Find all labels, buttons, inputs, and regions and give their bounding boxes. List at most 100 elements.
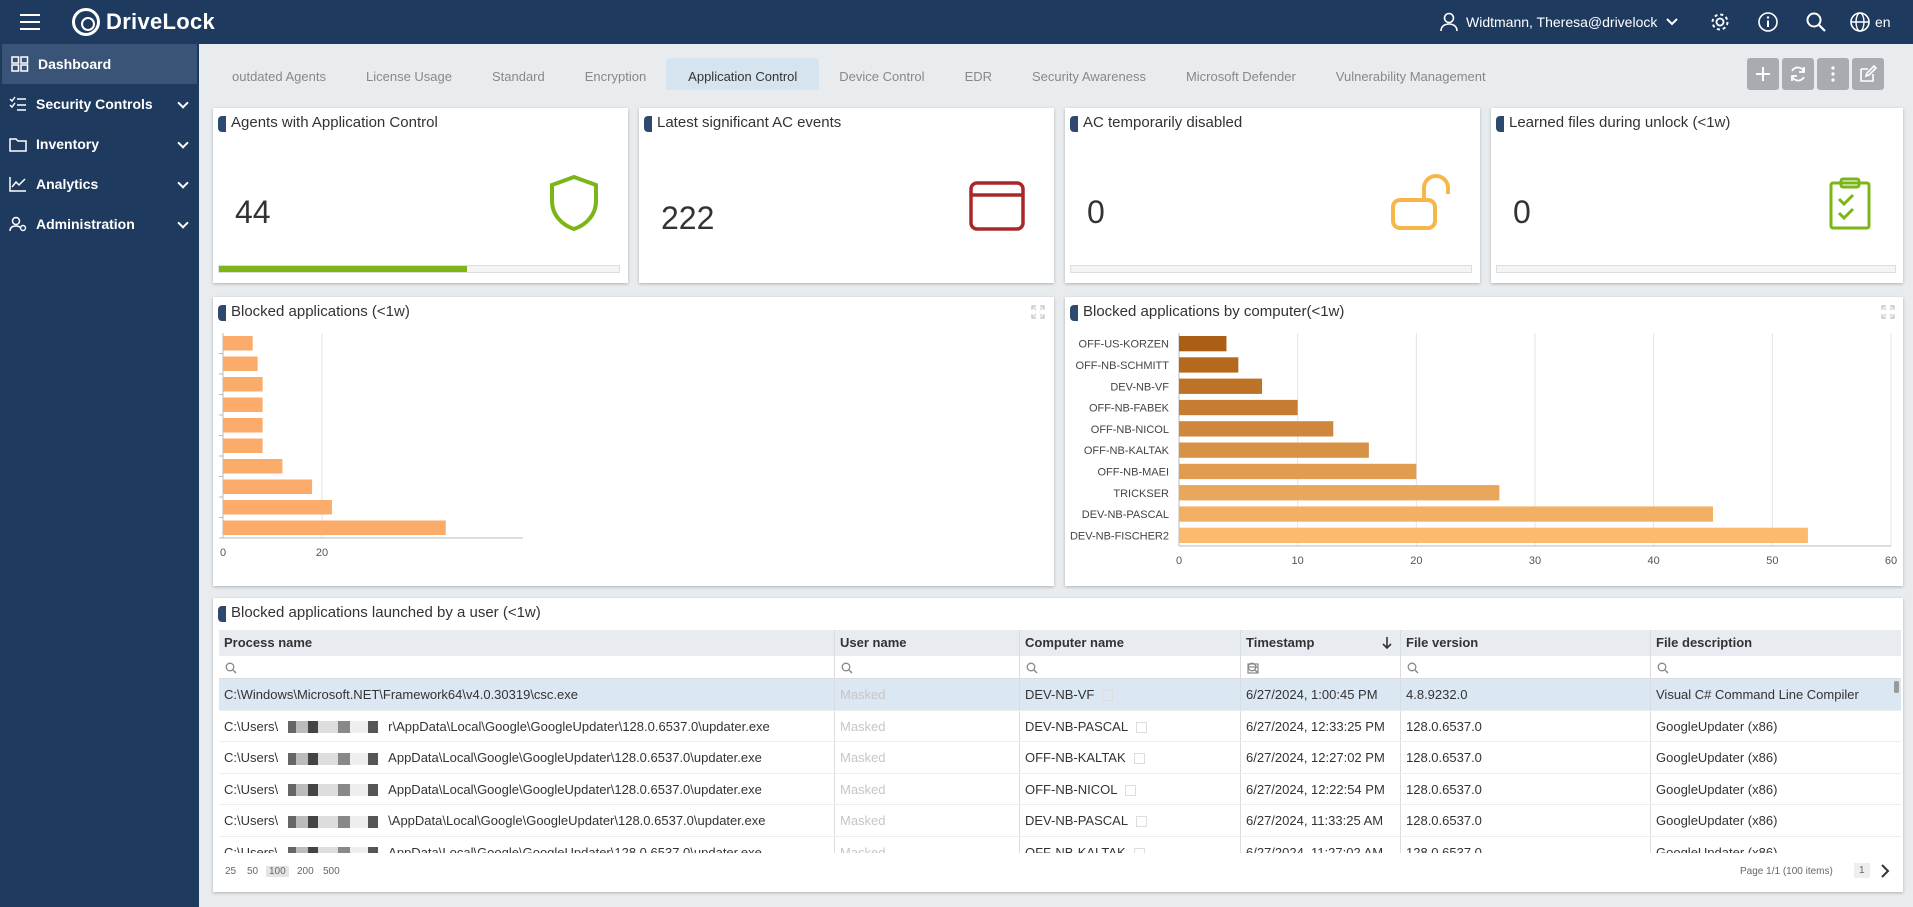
bar [223,398,263,413]
user-menu[interactable]: Widtmann, Theresa@drivelock [1440,12,1679,32]
cell-process-name-text: C:\Users\ [224,845,278,854]
cell-user-name-text: Masked [840,845,886,854]
filter-process-name[interactable] [219,656,835,678]
bar [223,500,332,515]
y-category-label: DEV-NB-PASCAL [1082,509,1169,521]
plus-icon [1754,65,1772,83]
checklist-icon [9,96,27,112]
page-size-50[interactable]: 50 [244,866,261,877]
filter-file-version[interactable] [1401,656,1651,678]
cell-timestamp: 6/27/2024, 12:22:54 PM [1241,774,1401,805]
language-label: en [1875,14,1891,30]
tab-vulnerability-management[interactable]: Vulnerability Management [1316,58,1506,90]
tab-edr[interactable]: EDR [945,58,1012,90]
refresh-button[interactable] [1782,58,1814,90]
cell-file-version-text: 4.8.9232.0 [1406,687,1467,702]
cell-file-version-text: 128.0.6537.0 [1406,782,1482,797]
cell-process-name: C:\Windows\Microsoft.NET\Framework64\v4.… [219,679,835,710]
sidebar-item-security-controls[interactable]: Security Controls [0,84,199,124]
tab-outdated-agents[interactable]: outdated Agents [212,58,346,90]
table-row[interactable]: C:\Windows\Microsoft.NET\Framework64\v4.… [219,679,1901,711]
page-info: Page 1/1 (100 items) [1740,866,1833,877]
tab-standard[interactable]: Standard [472,58,565,90]
filter-timestamp[interactable] [1241,656,1401,678]
page-size-100[interactable]: 100 [266,866,289,877]
clipboard-check-icon [1828,177,1872,231]
page-size-200[interactable]: 200 [294,866,317,877]
cell-process-name-text: C:\Users\ [224,813,278,828]
chart-card-blocked-by-computer: Blocked applications by computer(<1w) 01… [1065,297,1903,586]
bar [223,336,253,351]
search-icon[interactable] [1805,11,1827,33]
cell-computer-name-text: OFF-NB-NICOL [1025,782,1117,797]
cell-computer-name: DEV-NB-PASCAL [1020,805,1241,836]
x-tick-label: 10 [1292,555,1304,567]
cell-computer-name: OFF-NB-KALTAK [1020,742,1241,773]
calendar-icon[interactable] [1247,662,1259,674]
tab-microsoft-defender[interactable]: Microsoft Defender [1166,58,1316,90]
sidebar-item-inventory[interactable]: Inventory [0,124,199,164]
cell-file-description-text: GoogleUpdater (x86) [1656,782,1777,797]
tab-device-control[interactable]: Device Control [819,58,944,90]
column-header-file-description[interactable]: File description [1651,630,1901,656]
table-row[interactable]: C:\Users\ r\AppData\Local\Google\GoogleUp… [219,711,1901,743]
column-header-user-name[interactable]: User name [835,630,1020,656]
y-category-label: OFF-US-KORZEN [1079,339,1169,351]
bar [1179,357,1238,372]
table-row[interactable]: C:\Users\ \AppData\Local\Google\GoogleUpd… [219,805,1901,837]
filter-user-name[interactable] [835,656,1020,678]
table-row[interactable]: C:\Users\ AppData\Local\Google\GoogleUpda… [219,837,1901,854]
table-row[interactable]: C:\Users\ AppData\Local\Google\GoogleUpda… [219,774,1901,806]
add-widget-button[interactable] [1747,58,1779,90]
external-link-icon[interactable] [1134,848,1145,853]
sidebar-item-analytics[interactable]: Analytics [0,164,199,204]
cell-process-name-text: C:\Windows\Microsoft.NET\Framework64\v4.… [224,687,578,702]
gear-icon[interactable] [1709,11,1731,33]
column-header-process-name[interactable]: Process name [219,630,835,656]
cell-computer-name: OFF-NB-NICOL [1020,774,1241,805]
column-header-timestamp[interactable]: Timestamp [1241,630,1401,656]
cell-file-version-text: 128.0.6537.0 [1406,750,1482,765]
tab-application-control[interactable]: Application Control [666,58,819,90]
info-icon[interactable] [1757,11,1779,33]
external-link-icon[interactable] [1102,690,1113,701]
page-size-500[interactable]: 500 [320,866,343,877]
column-header-file-version[interactable]: File version [1401,630,1651,656]
tab-license-usage[interactable]: License Usage [346,58,472,90]
language-selector[interactable]: en [1849,11,1891,33]
cell-user-name: Masked [835,679,1020,710]
table-row[interactable]: C:\Users\ AppData\Local\Google\GoogleUpda… [219,742,1901,774]
external-link-icon[interactable] [1136,816,1147,827]
column-header-computer-name[interactable]: Computer name [1020,630,1241,656]
sidebar-item-dashboard[interactable]: Dashboard [2,44,197,84]
page-size-25[interactable]: 25 [222,866,239,877]
tab-encryption[interactable]: Encryption [565,58,666,90]
bar [1179,400,1298,415]
menu-icon[interactable] [20,14,40,30]
kpi-card-learned-files: Learned files during unlock (<1w) 0 [1491,108,1903,283]
redacted-username [278,847,388,853]
bar [223,521,446,536]
cell-file-version: 128.0.6537.0 [1401,805,1651,836]
cell-computer-name-text: DEV-NB-VF [1025,687,1094,702]
cell-file-version: 128.0.6537.0 [1401,774,1651,805]
page-number-button[interactable]: 1 [1854,863,1870,878]
tab-security-awareness[interactable]: Security Awareness [1012,58,1166,90]
table-filter-row [219,656,1901,679]
cell-user-name-text: Masked [840,782,886,797]
external-link-icon[interactable] [1136,722,1147,733]
bar [1179,506,1713,521]
kpi-value: 0 [1513,194,1531,231]
search-icon [841,662,853,674]
external-link-icon[interactable] [1134,753,1145,764]
dashboard-toolbar [1747,58,1884,90]
cell-file-description: GoogleUpdater (x86) [1651,774,1901,805]
external-link-icon[interactable] [1125,785,1136,796]
sidebar-item-administration[interactable]: Administration [0,204,199,244]
next-page-icon[interactable] [1880,864,1890,878]
more-options-button[interactable] [1817,58,1849,90]
filter-computer-name[interactable] [1020,656,1241,678]
cell-process-name-text: C:\Users\ [224,750,278,765]
filter-file-description[interactable] [1651,656,1901,678]
edit-dashboard-button[interactable] [1852,58,1884,90]
